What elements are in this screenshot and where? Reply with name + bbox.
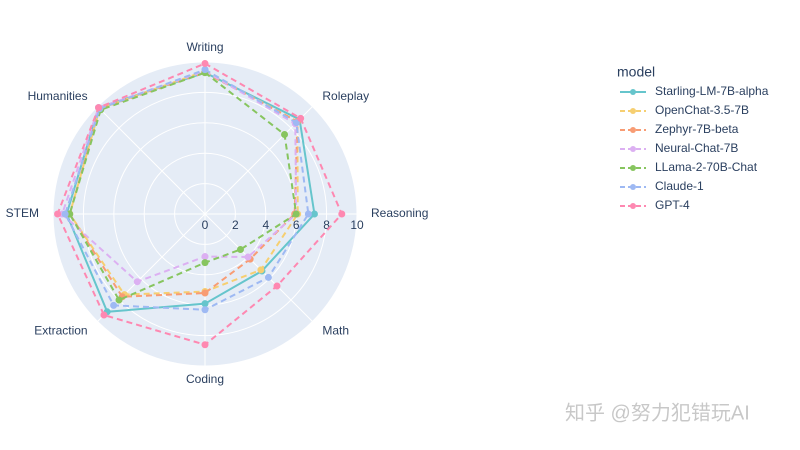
series-marker bbox=[201, 60, 209, 68]
series-marker bbox=[201, 66, 209, 74]
series-marker bbox=[201, 289, 209, 297]
series-marker bbox=[201, 306, 209, 314]
legend-label: Zephyr-7B-beta bbox=[655, 122, 739, 136]
legend-label: GPT-4 bbox=[655, 198, 690, 212]
radial-tick-label: 4 bbox=[262, 218, 269, 232]
series-marker bbox=[110, 301, 118, 309]
legend-marker bbox=[630, 89, 636, 95]
series-marker bbox=[115, 296, 123, 304]
legend-label: Starling-LM-7B-alpha bbox=[655, 84, 769, 98]
category-label: Reasoning bbox=[371, 206, 428, 220]
series-marker bbox=[236, 245, 244, 253]
series-marker bbox=[133, 278, 141, 286]
series-marker bbox=[244, 253, 252, 261]
series-marker bbox=[201, 341, 209, 349]
category-label: Writing bbox=[186, 40, 223, 54]
series-marker bbox=[310, 210, 318, 218]
category-label: Humanities bbox=[28, 89, 88, 103]
polar bbox=[52, 61, 358, 367]
watermark: 知乎 @努力犯错玩AI bbox=[565, 401, 750, 424]
series-marker bbox=[273, 282, 281, 290]
series-marker bbox=[201, 259, 209, 267]
series-marker bbox=[257, 266, 265, 274]
radial-tick-label: 10 bbox=[350, 218, 364, 232]
legend-marker bbox=[630, 127, 636, 133]
category-label: Coding bbox=[186, 372, 224, 386]
category-label: Extraction bbox=[34, 324, 87, 338]
legend-label: OpenChat-3.5-7B bbox=[655, 103, 749, 117]
legend-marker bbox=[630, 165, 636, 171]
legend-label: Neural-Chat-7B bbox=[655, 141, 738, 155]
legend-title: model bbox=[617, 64, 655, 80]
series-marker bbox=[264, 273, 272, 281]
radial-tick-label: 0 bbox=[202, 218, 209, 232]
series-marker bbox=[61, 210, 69, 218]
series-marker bbox=[201, 253, 209, 261]
series-marker bbox=[297, 114, 305, 122]
angular-grid-line bbox=[97, 106, 206, 215]
series-marker bbox=[100, 311, 108, 319]
radial-tick-label: 8 bbox=[323, 218, 330, 232]
legend-label: Claude-1 bbox=[655, 179, 704, 193]
series-marker bbox=[95, 104, 103, 112]
series-marker bbox=[292, 119, 300, 127]
legend-marker bbox=[630, 203, 636, 209]
series-marker bbox=[54, 210, 62, 218]
series-marker bbox=[281, 130, 289, 138]
series-marker bbox=[338, 210, 346, 218]
legend-marker bbox=[630, 184, 636, 190]
category-label: Math bbox=[322, 324, 349, 338]
series-marker bbox=[304, 210, 312, 218]
radial-tick-label: 6 bbox=[293, 218, 300, 232]
category-label: STEM bbox=[6, 206, 39, 220]
category-label: Roleplay bbox=[322, 89, 369, 103]
radial-tick-label: 2 bbox=[232, 218, 239, 232]
series-marker bbox=[292, 210, 300, 218]
legend-marker bbox=[630, 108, 636, 114]
legend-marker bbox=[630, 146, 636, 152]
series-marker bbox=[201, 300, 209, 308]
legend-label: LLama-2-70B-Chat bbox=[655, 160, 758, 174]
